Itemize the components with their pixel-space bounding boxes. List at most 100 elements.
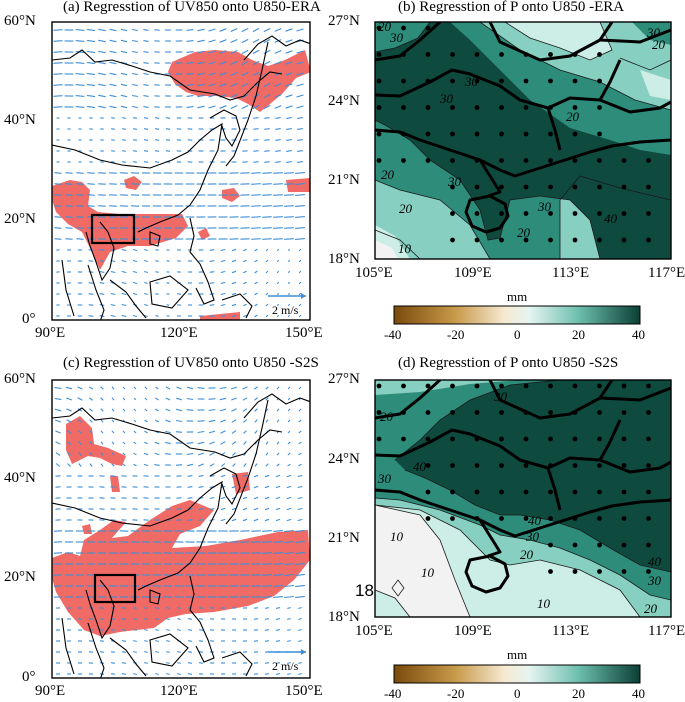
colorbar-bottom-tick: 20 bbox=[572, 686, 585, 701]
significance-dot bbox=[474, 78, 480, 84]
wind-vector bbox=[295, 529, 305, 533]
panel-c-ytick: 20°N bbox=[4, 569, 36, 585]
wind-vector bbox=[197, 50, 205, 54]
significance-dot bbox=[523, 463, 529, 468]
wind-vector bbox=[264, 507, 270, 511]
wind-vector bbox=[177, 662, 181, 664]
colorbar-bottom-tick: 0 bbox=[514, 686, 521, 701]
colorbar-top-tick: 0 bbox=[514, 327, 521, 342]
wind-vector bbox=[253, 128, 259, 130]
significance-dot bbox=[523, 489, 529, 495]
wind-vector bbox=[76, 205, 84, 207]
wind-vector bbox=[287, 463, 291, 467]
significance-dot bbox=[572, 569, 578, 574]
wind-vector bbox=[75, 62, 85, 64]
wind-vector bbox=[121, 270, 127, 274]
wind-vector bbox=[297, 485, 303, 489]
panel-d-contour-label: 20 bbox=[644, 601, 657, 616]
wind-vector bbox=[155, 282, 159, 284]
wind-vector bbox=[143, 62, 149, 64]
wind-vector bbox=[298, 259, 302, 263]
wind-vector bbox=[144, 281, 148, 285]
wind-vector bbox=[220, 496, 226, 500]
wind-vector bbox=[55, 441, 61, 445]
significance-dot bbox=[499, 383, 504, 389]
panel-b-contour-label: 30 bbox=[440, 91, 453, 106]
wind-vector bbox=[144, 441, 148, 445]
wind-vector bbox=[253, 507, 259, 511]
wind-vector bbox=[132, 259, 138, 263]
significance-dot bbox=[401, 436, 406, 442]
panel-b-contour-label: 10 bbox=[398, 241, 411, 256]
wind-vector bbox=[65, 194, 73, 196]
wind-vector bbox=[220, 463, 226, 467]
wind-vector bbox=[197, 105, 205, 109]
significance-dot bbox=[548, 436, 553, 442]
wind-vector bbox=[65, 216, 73, 218]
wind-vector bbox=[208, 430, 216, 434]
panel-d-contour-label: 10 bbox=[537, 596, 550, 611]
wind-vector bbox=[98, 39, 106, 43]
wind-vector bbox=[209, 452, 215, 456]
wind-vector bbox=[154, 150, 160, 152]
wind-vector bbox=[54, 183, 62, 185]
wind-vector bbox=[254, 441, 258, 445]
wind-vector bbox=[165, 139, 171, 141]
wind-vector bbox=[220, 474, 226, 478]
significance-dot bbox=[548, 105, 553, 110]
panel-b-contour-label: 20 bbox=[378, 19, 391, 34]
wind-vector bbox=[251, 194, 261, 196]
wind-vector bbox=[76, 183, 84, 185]
wind-vector bbox=[287, 673, 291, 675]
significance-dot bbox=[499, 158, 504, 163]
wind-vector bbox=[264, 139, 270, 141]
panel-d-ytick: 21°N bbox=[328, 530, 360, 546]
wind-vector bbox=[254, 408, 258, 412]
wind-vector bbox=[219, 28, 227, 32]
wind-vector bbox=[297, 161, 303, 163]
significance-dot bbox=[597, 436, 602, 442]
wind-vector bbox=[242, 386, 248, 390]
wind-vector bbox=[275, 640, 281, 642]
wind-vector bbox=[100, 397, 104, 401]
wind-vector bbox=[265, 673, 269, 675]
wind-vector bbox=[295, 551, 305, 555]
wind-vector bbox=[251, 183, 261, 185]
wind-vector bbox=[220, 281, 226, 285]
wind-vector bbox=[298, 419, 302, 423]
wind-vector bbox=[54, 172, 62, 174]
wind-vector bbox=[263, 82, 271, 88]
wind-vector bbox=[287, 618, 291, 620]
significance-dot bbox=[548, 542, 553, 548]
wind-vector bbox=[86, 50, 96, 54]
wind-vector bbox=[133, 430, 137, 434]
wind-vector bbox=[251, 205, 261, 207]
wind-vector bbox=[54, 408, 62, 412]
wind-vector bbox=[132, 248, 138, 252]
wind-vector bbox=[122, 430, 126, 434]
wind-vector bbox=[241, 60, 249, 66]
wind-vector bbox=[121, 607, 127, 609]
panel-a-study-box bbox=[90, 213, 136, 245]
wind-vector bbox=[295, 183, 305, 185]
significance-dot bbox=[597, 78, 602, 84]
panel-a-ref-label: 2 m/s bbox=[272, 303, 299, 317]
wind-vector bbox=[77, 386, 83, 390]
wind-vector bbox=[275, 662, 281, 664]
wind-vector bbox=[111, 419, 115, 423]
wind-vector bbox=[75, 51, 85, 53]
panel-a-ytick: 60°N bbox=[4, 13, 36, 29]
wind-vector bbox=[295, 238, 305, 240]
wind-vector bbox=[264, 518, 270, 522]
wind-vector bbox=[177, 651, 181, 653]
wind-vector bbox=[66, 419, 72, 423]
significance-dot bbox=[450, 489, 455, 495]
wind-vector bbox=[186, 73, 194, 75]
significance-dot bbox=[646, 542, 651, 548]
wind-vector bbox=[54, 238, 62, 240]
wind-vector bbox=[251, 238, 261, 240]
wind-vector bbox=[284, 238, 294, 240]
wind-vector bbox=[242, 507, 248, 511]
wind-vector bbox=[120, 39, 128, 43]
wind-vector bbox=[230, 104, 238, 110]
